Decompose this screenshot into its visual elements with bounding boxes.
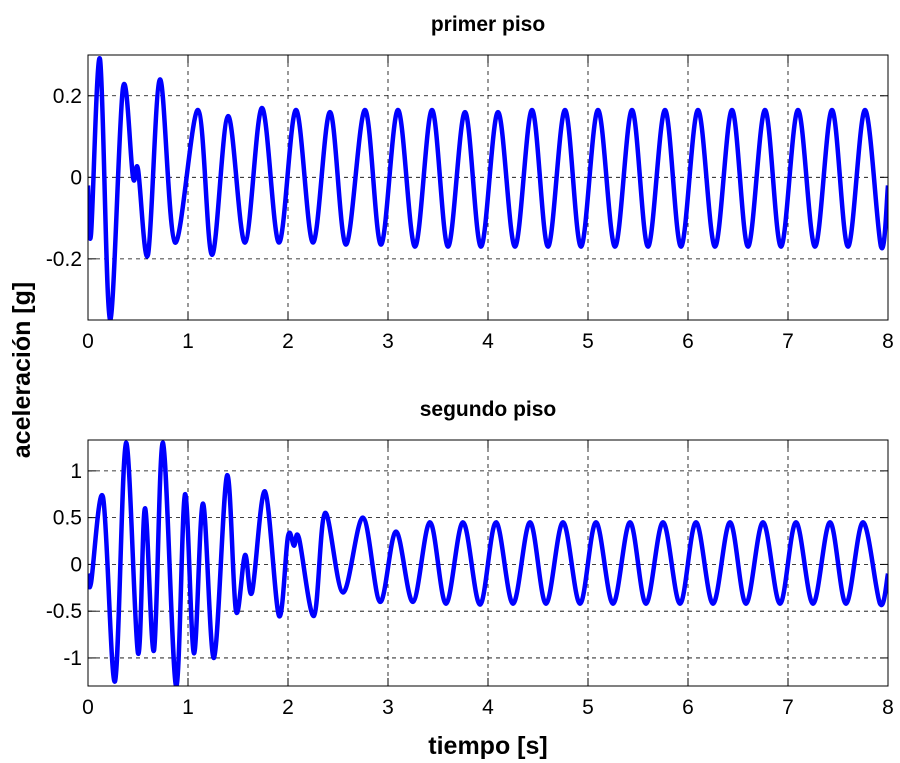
x-tick-label: 7 (782, 696, 794, 719)
x-tick-label: 5 (582, 696, 594, 719)
x-tick-label: 3 (382, 696, 394, 719)
data-line (88, 440, 888, 686)
x-tick-label: 6 (682, 696, 694, 719)
y-tick-label: -0.2 (46, 248, 82, 271)
x-tick-label: 2 (282, 330, 294, 353)
x-tick-label: 8 (882, 330, 894, 353)
data-line (88, 56, 888, 320)
x-tick-label: 7 (782, 330, 794, 353)
x-tick-label: 5 (582, 330, 594, 353)
x-tick-label: 3 (382, 330, 394, 353)
x-tick-label: 8 (882, 696, 894, 719)
axes-box (87, 439, 889, 687)
x-tick-label: 4 (482, 696, 494, 719)
chart-title: segundo piso (420, 398, 557, 421)
x-axis-label: tiempo [s] (428, 732, 547, 760)
x-tick-label: 1 (182, 696, 194, 719)
y-tick-label: 0.5 (53, 507, 82, 530)
y-tick-label: -1 (63, 647, 82, 670)
y-axis-label: aceleración [g] (8, 282, 36, 458)
x-tick-label: 2 (282, 696, 294, 719)
x-tick-label: 0 (82, 696, 94, 719)
x-tick-label: 4 (482, 330, 494, 353)
y-tick-label: 1 (70, 460, 82, 483)
chart-title: primer piso (431, 13, 545, 36)
axes-box (87, 54, 889, 321)
x-tick-label: 0 (82, 330, 94, 353)
y-tick-label: 0 (70, 553, 82, 576)
y-tick-label: 0.2 (53, 85, 82, 108)
y-tick-label: -0.5 (46, 600, 82, 623)
y-tick-label: 0 (70, 166, 82, 189)
x-tick-label: 1 (182, 330, 194, 353)
x-tick-label: 6 (682, 330, 694, 353)
